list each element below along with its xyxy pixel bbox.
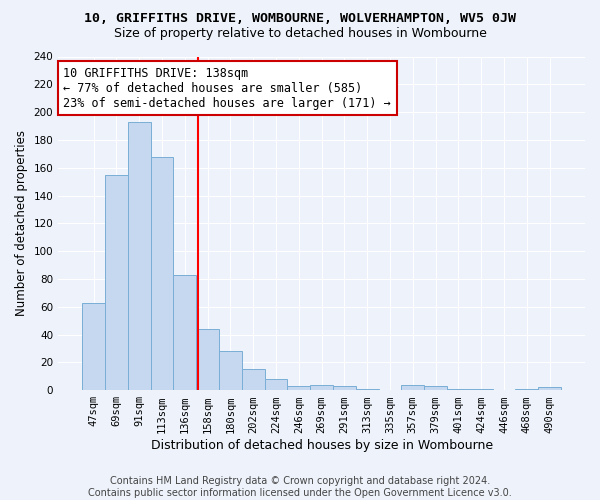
Bar <box>447 389 470 390</box>
Bar <box>105 174 128 390</box>
Bar <box>515 389 538 390</box>
Y-axis label: Number of detached properties: Number of detached properties <box>15 130 28 316</box>
Text: Contains HM Land Registry data © Crown copyright and database right 2024.
Contai: Contains HM Land Registry data © Crown c… <box>88 476 512 498</box>
Bar <box>424 386 447 390</box>
Bar <box>242 370 265 390</box>
X-axis label: Distribution of detached houses by size in Wombourne: Distribution of detached houses by size … <box>151 440 493 452</box>
Bar <box>219 352 242 390</box>
Text: 10 GRIFFITHS DRIVE: 138sqm
← 77% of detached houses are smaller (585)
23% of sem: 10 GRIFFITHS DRIVE: 138sqm ← 77% of deta… <box>64 66 391 110</box>
Text: Size of property relative to detached houses in Wombourne: Size of property relative to detached ho… <box>113 28 487 40</box>
Bar <box>82 302 105 390</box>
Bar <box>538 388 561 390</box>
Bar <box>151 156 173 390</box>
Bar <box>470 389 493 390</box>
Text: 10, GRIFFITHS DRIVE, WOMBOURNE, WOLVERHAMPTON, WV5 0JW: 10, GRIFFITHS DRIVE, WOMBOURNE, WOLVERHA… <box>84 12 516 26</box>
Bar <box>196 329 219 390</box>
Bar <box>356 389 379 390</box>
Bar <box>401 384 424 390</box>
Bar <box>128 122 151 390</box>
Bar <box>333 386 356 390</box>
Bar <box>265 379 287 390</box>
Bar <box>287 386 310 390</box>
Bar <box>310 384 333 390</box>
Bar <box>173 275 196 390</box>
